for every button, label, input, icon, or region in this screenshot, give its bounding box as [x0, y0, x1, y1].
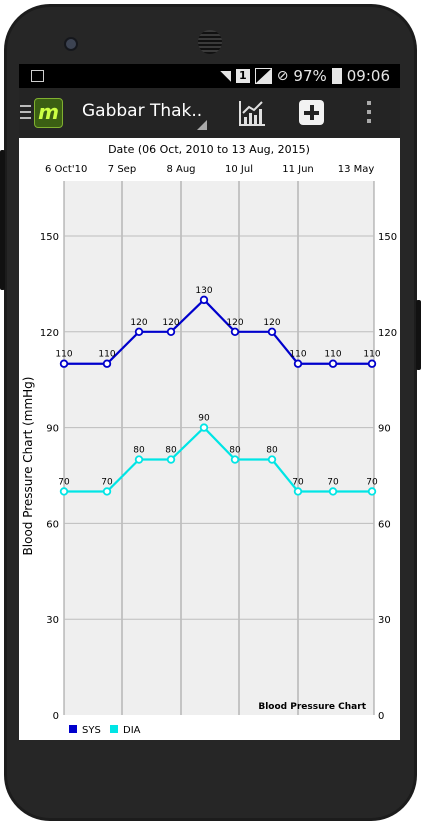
data-label-sys: 110 [55, 350, 72, 360]
data-label-dia: 90 [198, 414, 210, 424]
data-label-sys: 110 [98, 350, 115, 360]
data-point-dia[interactable] [367, 487, 377, 496]
legend-swatch-sys [69, 725, 77, 733]
data-label-sys: 120 [263, 318, 280, 328]
data-point-dia[interactable] [293, 487, 303, 496]
data-label-sys: 110 [363, 350, 380, 360]
x-tick-label: 13 May [338, 164, 375, 175]
data-label-dia: 70 [292, 477, 304, 487]
data-point-sys[interactable] [267, 327, 277, 336]
data-label-sys: 120 [226, 318, 243, 328]
y-tick-label-right: 120 [378, 328, 397, 339]
data-label-dia: 80 [266, 446, 278, 456]
legend-swatch-dia [110, 725, 118, 733]
data-point-dia[interactable] [102, 487, 112, 496]
app-logo-icon[interactable]: m [34, 98, 63, 128]
data-label-dia: 70 [327, 477, 339, 487]
wifi-icon: ◥ [220, 68, 232, 84]
series-line-dia [64, 426, 372, 493]
x-tick-label: 11 Jun [282, 164, 314, 175]
chart-svg: Date (06 Oct, 2010 to 13 Aug, 2015) 6 Oc… [21, 143, 397, 736]
data-point-dia[interactable] [199, 423, 209, 432]
add-icon[interactable] [299, 100, 324, 125]
data-label-sys: 120 [162, 318, 179, 328]
x-tick-label: 8 Aug [166, 164, 195, 175]
y-tick-label-right: 30 [378, 615, 391, 626]
bottom-bezel [19, 740, 400, 790]
chart-title: Date (06 Oct, 2010 to 13 Aug, 2015) [108, 143, 310, 156]
status-right: ◥ 1 ⊘ 97% 09:06 [220, 67, 390, 85]
app-bar: m Gabbar Thak.. [19, 88, 400, 138]
data-point-sys[interactable] [293, 359, 303, 368]
volume-button [0, 150, 5, 290]
data-label-sys: 110 [289, 350, 306, 360]
data-point-sys[interactable] [166, 327, 176, 336]
menu-icon[interactable] [20, 105, 31, 119]
data-label-dia: 80 [229, 446, 241, 456]
sim-indicator: 1 [236, 69, 250, 83]
data-point-dia[interactable] [230, 455, 240, 464]
x-tick-label: 10 Jul [225, 164, 253, 175]
y-tick-label-left: 60 [46, 519, 59, 530]
front-camera [64, 37, 78, 51]
data-point-sys[interactable] [134, 327, 144, 336]
y-tick-label-left: 0 [53, 711, 59, 722]
signal-icon [254, 68, 272, 84]
data-point-sys[interactable] [102, 359, 112, 368]
image-notification-icon [31, 70, 44, 82]
data-point-sys[interactable] [230, 327, 240, 336]
legend-label-sys: SYS [82, 725, 101, 736]
y-tick-label-left: 120 [40, 328, 59, 339]
more-vert-icon[interactable] [366, 101, 372, 127]
data-label-dia: 80 [133, 446, 145, 456]
y-axis-label: Blood Pressure Chart (mmHg) [21, 377, 35, 556]
blood-pressure-chart: Date (06 Oct, 2010 to 13 Aug, 2015) 6 Oc… [19, 138, 400, 740]
x-tick-label: 6 Oct'10 [45, 164, 87, 175]
plot-background [64, 181, 374, 715]
power-button [416, 300, 421, 370]
data-label-sys: 120 [130, 318, 147, 328]
data-label-dia: 70 [366, 477, 378, 487]
y-tick-label-right: 90 [378, 424, 391, 435]
y-tick-label-left: 90 [46, 424, 59, 435]
data-point-dia[interactable] [134, 455, 144, 464]
data-label-sys: 130 [195, 286, 212, 296]
data-label-sys: 110 [324, 350, 341, 360]
screen: ◥ 1 ⊘ 97% 09:06 m Gabbar Thak.. [19, 64, 400, 740]
status-bar: ◥ 1 ⊘ 97% 09:06 [19, 64, 400, 88]
y-tick-label-right: 150 [378, 232, 397, 243]
y-tick-label-left: 30 [46, 615, 59, 626]
data-point-dia[interactable] [267, 455, 277, 464]
do-not-disturb-icon: ⊘ [276, 68, 289, 84]
data-label-dia: 70 [101, 477, 113, 487]
dropdown-indicator-icon[interactable] [197, 120, 207, 130]
chart-icon[interactable] [238, 99, 266, 127]
app-title[interactable]: Gabbar Thak.. [82, 101, 203, 121]
data-point-sys[interactable] [367, 359, 377, 368]
legend-label-dia: DIA [123, 725, 141, 736]
data-point-sys[interactable] [59, 359, 69, 368]
data-point-dia[interactable] [166, 455, 176, 464]
data-label-dia: 80 [165, 446, 177, 456]
battery-icon [331, 68, 342, 84]
chart-corner-title: Blood Pressure Chart [258, 702, 366, 712]
data-point-sys[interactable] [328, 359, 338, 368]
series-line-sys [64, 298, 372, 365]
x-tick-label: 7 Sep [108, 164, 136, 175]
earpiece-speaker [198, 30, 222, 54]
battery-percent: 97% [293, 67, 327, 85]
data-point-sys[interactable] [199, 295, 209, 305]
data-label-dia: 70 [58, 477, 70, 487]
y-tick-label-right: 60 [378, 519, 391, 530]
data-point-dia[interactable] [59, 487, 69, 496]
data-point-dia[interactable] [328, 487, 338, 496]
y-tick-label-right: 0 [378, 711, 384, 722]
y-tick-label-left: 150 [40, 232, 59, 243]
clock: 09:06 [346, 67, 390, 85]
